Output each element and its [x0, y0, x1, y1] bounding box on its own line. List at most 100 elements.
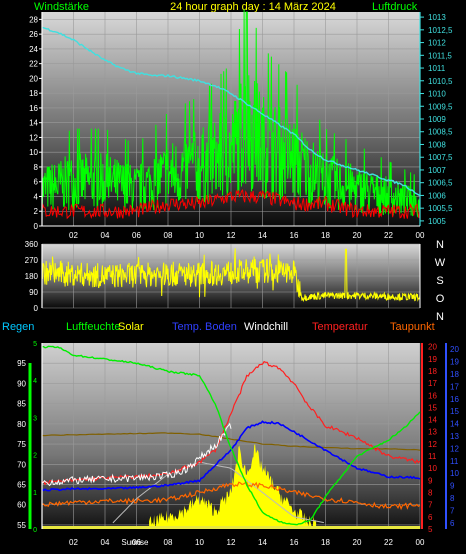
- humidity-tick-label: 80: [17, 420, 26, 429]
- rain-tick-label: 5: [33, 341, 37, 348]
- left-tick-label: 180: [25, 272, 39, 281]
- rain-tick-label: 0: [33, 527, 37, 534]
- x-tick-label: 12: [227, 231, 236, 240]
- x-tick-label: 10: [195, 231, 204, 240]
- temperature-tick-label: 13: [428, 428, 437, 437]
- right-tick-label: 1012: [428, 39, 446, 48]
- x-tick-label: 14: [258, 538, 267, 547]
- right-tick-label: 1010,5: [428, 77, 453, 86]
- panel1-series: [41, 9, 421, 220]
- temperature-tick-label: 10: [428, 464, 437, 473]
- humidity-tick-label: 75: [17, 440, 26, 449]
- left-tick-label: 360: [25, 240, 39, 249]
- compass-label: S: [436, 275, 443, 287]
- legend-item: Temp. Boden: [172, 321, 237, 333]
- soil-tick-label: 18: [450, 370, 459, 379]
- solar-baseline: [42, 526, 420, 529]
- right-tick-label: 1012,5: [428, 26, 453, 35]
- temperature-tick-label: 19: [428, 355, 437, 364]
- header-right-label: Luftdruck: [372, 1, 418, 13]
- temperature-tick-label: 14: [428, 416, 437, 425]
- x-tick-label: 06: [132, 538, 141, 547]
- solar-estimate-series-line: [112, 461, 324, 524]
- x-tick-label: 16: [290, 538, 299, 547]
- panel2-series: [41, 248, 421, 303]
- dewpoint-series-line: [41, 481, 421, 511]
- left-tick-label: 22: [29, 60, 38, 69]
- left-tick-label: 20: [29, 74, 38, 83]
- legend-item: Solar: [118, 321, 144, 333]
- right-tick-label: 1006,5: [428, 179, 453, 188]
- temperature-tick-label: 11: [428, 452, 437, 461]
- rain-tick-label: 3: [33, 415, 37, 422]
- x-tick-label: 10: [195, 538, 204, 547]
- x-tick-label: 22: [384, 538, 393, 547]
- left-tick-label: 26: [29, 30, 38, 39]
- right-tick-label: 1005,5: [428, 204, 453, 213]
- humidity-series-line: [42, 345, 421, 526]
- left-tick-label: 14: [29, 119, 38, 128]
- x-tick-label: 16: [290, 231, 299, 240]
- compass-label: N: [436, 239, 444, 251]
- left-tick-label: 16: [29, 104, 38, 113]
- left-tick-label: 2: [34, 207, 39, 216]
- legend-item: Taupunkt: [390, 321, 435, 333]
- right-tick-label: 1006: [428, 191, 446, 200]
- left-tick-label: 4: [34, 192, 39, 201]
- soil-tick-label: 13: [450, 432, 459, 441]
- x-tick-label: 18: [321, 538, 330, 547]
- temperature-tick-label: 5: [428, 525, 433, 534]
- left-tick-label: 6: [34, 178, 39, 187]
- pressure-series-line: [41, 26, 421, 197]
- soil-tick-label: 16: [450, 395, 459, 404]
- x-tick-label: 14: [258, 231, 267, 240]
- temperature-tick-label: 6: [428, 513, 433, 522]
- left-tick-label: 10: [29, 148, 38, 157]
- x-tick-label: 12: [227, 538, 236, 547]
- left-tick-label: 28: [29, 15, 38, 24]
- left-tick-label: 0: [34, 304, 39, 313]
- soil-tick-label: 19: [450, 358, 459, 367]
- temperature-tick-label: 18: [428, 367, 437, 376]
- soil-tick-label: 6: [450, 519, 455, 528]
- humidity-tick-label: 60: [17, 501, 26, 510]
- temperature-tick-label: 8: [428, 489, 433, 498]
- humidity-tick-label: 95: [17, 359, 26, 368]
- legend-item: Windchill: [244, 321, 288, 333]
- x-tick-label: 22: [384, 231, 393, 240]
- x-tick-label: 00: [416, 538, 425, 547]
- x-tick-label: 04: [101, 231, 110, 240]
- soil-tick-label: 17: [450, 382, 459, 391]
- soil-tick-label: 20: [450, 345, 459, 354]
- soil-temperature-series-line: [41, 420, 421, 492]
- soil-tick-label: 7: [450, 506, 455, 515]
- x-tick-label: 20: [353, 231, 362, 240]
- right-tick-label: 1011: [428, 64, 446, 73]
- soil-tick-label: 12: [450, 444, 459, 453]
- right-tick-label: 1013: [428, 13, 446, 22]
- temperature-tick-label: 17: [428, 379, 437, 388]
- x-tick-label: 06: [132, 231, 141, 240]
- rain-tick-label: 1: [33, 490, 37, 497]
- header-left-label: Windstärke: [34, 1, 89, 13]
- right-tick-label: 1007,5: [428, 153, 453, 162]
- temperature-tick-label: 20: [428, 343, 437, 352]
- wind-average-series-line: [41, 188, 421, 220]
- temperature-tick-label: 12: [428, 440, 437, 449]
- soil-tick-label: 9: [450, 482, 455, 491]
- compass-label: N: [436, 311, 444, 323]
- humidity-tick-label: 90: [17, 379, 26, 388]
- right-tick-label: 1009,5: [428, 102, 453, 111]
- header-title: 24 hour graph day : 14 März 2024: [170, 1, 336, 13]
- x-tick-label: 02: [69, 538, 78, 547]
- soil-secondary-series-line: [41, 432, 421, 451]
- humidity-tick-label: 55: [17, 521, 26, 530]
- right-tick-label: 1007: [428, 166, 446, 175]
- right-tick-label: 1009: [428, 115, 446, 124]
